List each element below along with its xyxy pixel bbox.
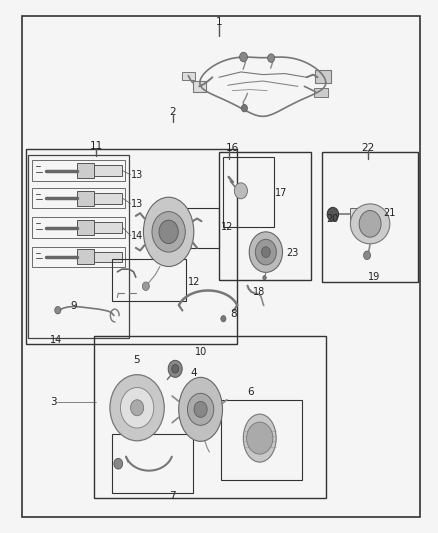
Text: 7: 7 <box>169 491 175 500</box>
Text: 13: 13 <box>131 170 144 180</box>
Circle shape <box>168 360 182 377</box>
Circle shape <box>268 54 275 62</box>
Circle shape <box>247 422 273 454</box>
Circle shape <box>234 183 247 199</box>
Text: 4: 4 <box>191 368 197 378</box>
Bar <box>32 160 125 181</box>
Text: 16: 16 <box>226 143 239 153</box>
Circle shape <box>55 306 61 314</box>
Ellipse shape <box>143 197 194 266</box>
Bar <box>32 188 125 208</box>
Bar <box>94 336 326 498</box>
Bar <box>94 165 122 176</box>
Text: 1: 1 <box>215 18 223 27</box>
Bar <box>94 222 122 233</box>
Ellipse shape <box>179 377 223 441</box>
Circle shape <box>114 458 123 469</box>
Bar <box>32 217 125 238</box>
Circle shape <box>327 207 339 221</box>
Text: 12: 12 <box>188 278 201 287</box>
Text: 2: 2 <box>170 107 177 117</box>
Circle shape <box>255 239 276 265</box>
Circle shape <box>240 52 247 62</box>
Circle shape <box>159 220 178 244</box>
Circle shape <box>221 316 226 322</box>
Bar <box>182 72 195 80</box>
Bar <box>112 259 186 301</box>
Bar <box>94 193 122 204</box>
Circle shape <box>263 276 266 280</box>
Text: 3: 3 <box>50 398 57 407</box>
Text: 18: 18 <box>253 287 265 297</box>
Bar <box>219 152 311 280</box>
Text: 8: 8 <box>230 310 237 319</box>
Text: 23: 23 <box>286 248 299 258</box>
Circle shape <box>194 401 207 417</box>
Circle shape <box>241 104 247 112</box>
Ellipse shape <box>350 204 390 244</box>
Bar <box>350 208 366 221</box>
Bar <box>223 157 274 227</box>
Circle shape <box>261 247 270 257</box>
Circle shape <box>172 365 179 373</box>
Circle shape <box>131 400 144 416</box>
Text: 21: 21 <box>383 208 396 218</box>
Bar <box>314 88 328 97</box>
Bar <box>32 247 125 267</box>
Bar <box>170 228 182 235</box>
Circle shape <box>249 232 283 272</box>
Circle shape <box>142 282 149 290</box>
Bar <box>315 70 331 83</box>
Text: 10: 10 <box>195 347 207 357</box>
Text: 14: 14 <box>49 335 62 345</box>
Text: 9: 9 <box>70 302 77 311</box>
Circle shape <box>364 251 371 260</box>
Bar <box>77 163 94 178</box>
Ellipse shape <box>243 414 276 462</box>
Circle shape <box>110 375 164 441</box>
Text: 5: 5 <box>134 355 140 365</box>
Text: 14: 14 <box>131 231 144 240</box>
Bar <box>26 149 237 344</box>
Bar <box>77 191 94 206</box>
Bar <box>322 152 418 282</box>
Circle shape <box>359 211 381 237</box>
Circle shape <box>187 393 214 425</box>
Bar <box>28 155 129 338</box>
Bar <box>94 252 122 262</box>
Text: 22: 22 <box>361 143 374 153</box>
Text: 12: 12 <box>221 222 233 231</box>
Text: 17: 17 <box>275 188 287 198</box>
Text: 11: 11 <box>90 141 103 151</box>
Bar <box>221 400 302 480</box>
Text: 20: 20 <box>326 214 339 223</box>
Bar <box>77 249 94 264</box>
Text: 13: 13 <box>131 199 144 208</box>
Text: 6: 6 <box>247 387 254 397</box>
Bar <box>77 220 94 235</box>
Text: 19: 19 <box>368 272 380 282</box>
Bar <box>160 229 173 237</box>
Circle shape <box>120 387 154 428</box>
Circle shape <box>152 212 185 252</box>
Bar <box>193 81 206 92</box>
Bar <box>155 208 219 248</box>
Bar <box>112 434 193 493</box>
